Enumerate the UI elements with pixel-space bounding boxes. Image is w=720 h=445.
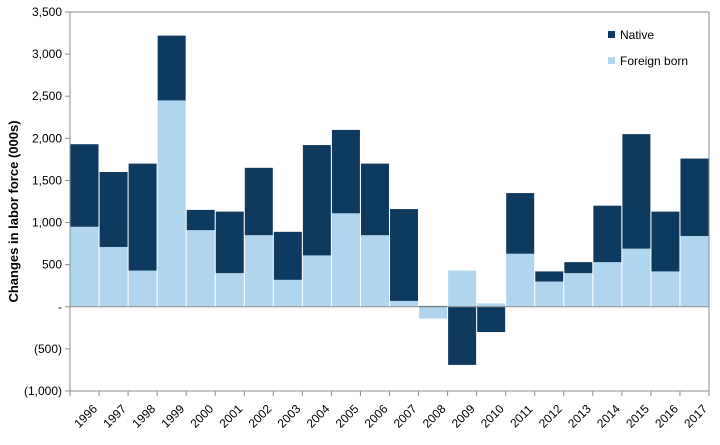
legend-foreign-born-swatch: [608, 57, 615, 64]
bar-native-2011: [506, 193, 535, 254]
bar-native-2004: [302, 145, 331, 256]
y-tick-label: -: [58, 300, 62, 314]
x-tick-label: 2000: [187, 402, 216, 431]
bar-foreign-born-2011: [506, 253, 535, 307]
bar-foreign-born-2013: [564, 273, 593, 307]
y-tick-label: (500): [34, 342, 62, 356]
bar-native-1999: [157, 35, 186, 101]
y-tick-label: (1,000): [24, 384, 62, 398]
ticks-layer: [65, 11, 710, 396]
bar-native-2017: [680, 158, 709, 237]
bar-native-2006: [360, 163, 389, 236]
x-tick-label: 1998: [129, 402, 158, 431]
x-tick-label: 2002: [246, 402, 275, 431]
bar-native-2014: [593, 205, 622, 263]
bar-native-2009: [448, 306, 477, 365]
bar-native-1996: [70, 144, 99, 227]
x-tick-label: 2009: [449, 402, 478, 431]
bar-native-2000: [186, 209, 215, 231]
y-tick-label: 2,500: [32, 89, 62, 103]
legend-foreign-born-label: Foreign born: [620, 54, 688, 68]
bar-foreign-born-2003: [273, 279, 302, 307]
bar-native-2013: [564, 262, 593, 274]
y-tick-labels: (1,000) (500) - 500 1,000 1,500 2,000 2,500 3,00…: [24, 5, 62, 398]
x-tick-label: 2006: [362, 402, 391, 431]
bars-layer: [70, 35, 709, 365]
bar-foreign-born-2017: [680, 236, 709, 307]
bar-foreign-born-2000: [186, 230, 215, 307]
x-tick-label: 2001: [217, 402, 246, 431]
bar-native-2016: [651, 211, 680, 272]
bar-foreign-born-2009: [448, 270, 477, 307]
bar-foreign-born-2006: [360, 235, 389, 307]
y-tick-label: 500: [42, 258, 62, 272]
bar-native-2001: [215, 211, 244, 274]
bar-foreign-born-2010: [477, 303, 506, 307]
bar-foreign-born-2012: [535, 281, 564, 307]
bar-foreign-born-1996: [70, 226, 99, 307]
x-tick-label: 2017: [681, 402, 710, 431]
x-tick-label: 2016: [652, 402, 681, 431]
bar-native-2007: [390, 209, 419, 301]
bar-foreign-born-2008: [419, 306, 448, 319]
y-tick-label: 3,500: [32, 5, 62, 19]
bar-foreign-born-2016: [651, 271, 680, 307]
bar-foreign-born-2014: [593, 262, 622, 307]
bar-foreign-born-2015: [622, 248, 651, 307]
y-tick-label: 2,000: [32, 131, 62, 145]
y-tick-label: 1,000: [32, 216, 62, 230]
bar-native-2002: [244, 167, 273, 236]
bar-native-1998: [128, 163, 157, 271]
y-tick-label: 3,000: [32, 47, 62, 61]
x-tick-label: 2007: [391, 402, 420, 431]
y-tick-label: 1,500: [32, 173, 62, 187]
legend-native-swatch: [608, 31, 615, 38]
x-tick-label: 2008: [420, 402, 449, 431]
bar-foreign-born-2002: [244, 235, 273, 307]
bar-foreign-born-1999: [157, 100, 186, 307]
legend-native-label: Native: [620, 28, 654, 42]
bar-foreign-born-2005: [331, 213, 360, 307]
x-tick-label: 2005: [333, 402, 362, 431]
bar-native-2003: [273, 231, 302, 280]
x-tick-label: 1999: [158, 402, 187, 431]
x-tick-label: 2012: [536, 402, 565, 431]
legend: Native Foreign born: [608, 28, 688, 68]
bar-native-2005: [331, 129, 360, 214]
x-tick-label: 2013: [565, 402, 594, 431]
bar-foreign-born-2004: [302, 255, 331, 307]
x-tick-label: 2015: [623, 402, 652, 431]
x-tick-label: 2004: [304, 402, 333, 431]
bar-foreign-born-2001: [215, 273, 244, 307]
x-tick-label: 2014: [594, 402, 623, 431]
x-tick-label: 2003: [275, 402, 304, 431]
bar-native-2012: [535, 271, 564, 282]
bar-foreign-born-1998: [128, 270, 157, 307]
x-tick-label: 2010: [478, 402, 507, 431]
x-tick-label: 1996: [71, 402, 100, 431]
bar-foreign-born-2007: [390, 300, 419, 307]
bar-native-2010: [477, 306, 506, 333]
x-tick-labels: 1996 1997 1998 1999 2000 2001 2002 2003 2004 2005…: [71, 402, 710, 431]
y-axis-title: Changes in labor force (000s): [6, 120, 21, 302]
x-tick-label: 1997: [100, 402, 129, 431]
bar-native-2015: [622, 134, 651, 249]
bar-native-1997: [99, 172, 128, 247]
x-tick-label: 2011: [507, 402, 535, 430]
bar-foreign-born-1997: [99, 246, 128, 307]
